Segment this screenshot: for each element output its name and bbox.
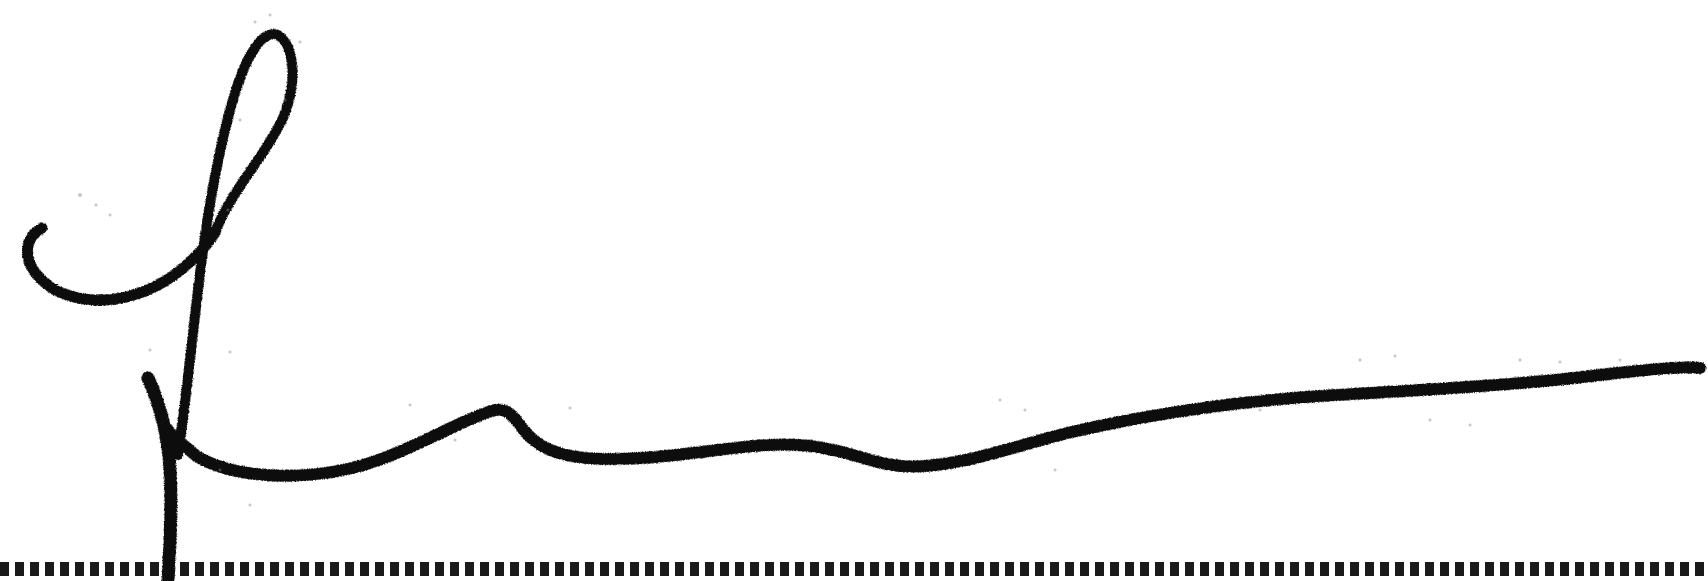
signature-connector-stroke <box>162 403 526 482</box>
signature-stroke-group <box>22 29 1706 581</box>
signature-tail-stroke <box>514 361 1706 473</box>
signature-hook-stroke <box>22 222 222 306</box>
scan-speckle-noise <box>78 13 1622 507</box>
signature-loop-stroke <box>173 29 298 460</box>
signature-downstroke <box>141 371 178 581</box>
